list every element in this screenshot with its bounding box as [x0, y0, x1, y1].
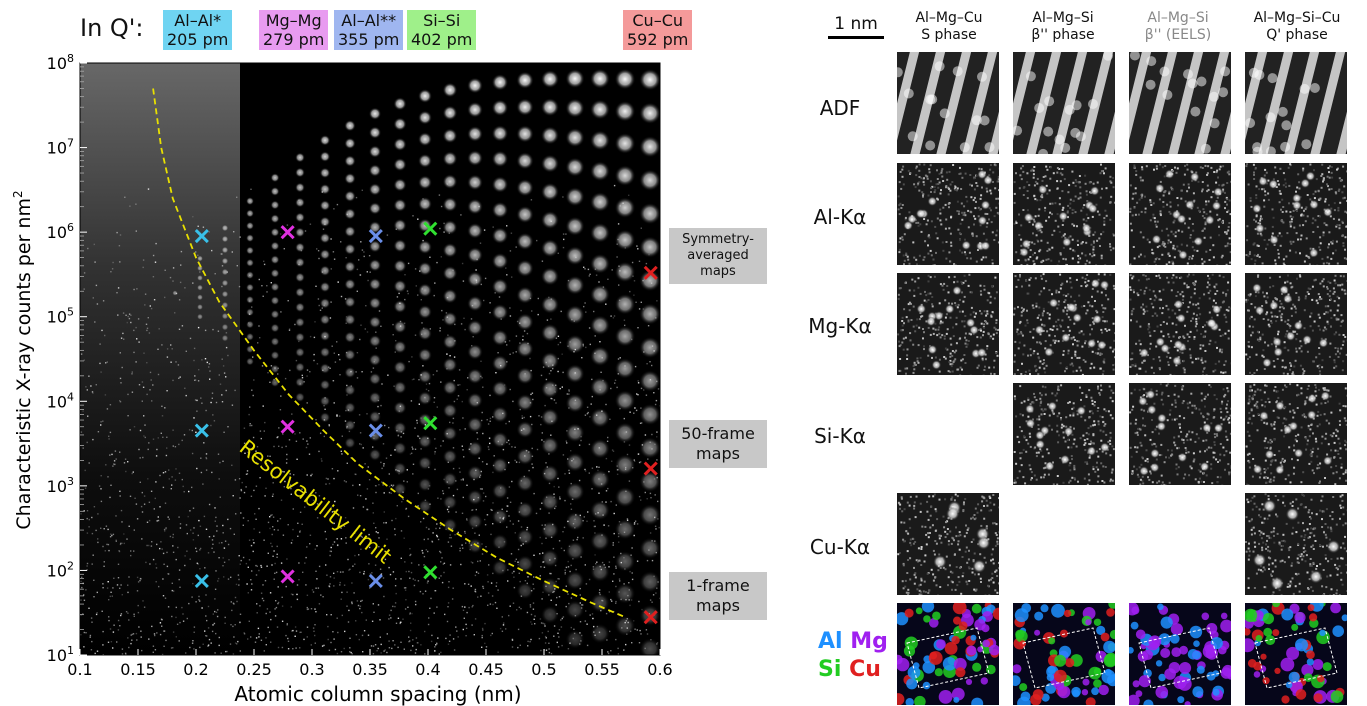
element-map-tile: [1129, 603, 1231, 705]
x-tick-label: 0.4: [415, 660, 440, 679]
scale-bar-label: 1 nm: [834, 14, 878, 34]
legend-si: Si: [818, 657, 842, 682]
element-map-tile: [1013, 52, 1115, 154]
x-tick-label: 0.35: [352, 660, 388, 679]
element-map-tile: [1013, 163, 1115, 265]
element-map-tile: [1245, 383, 1347, 485]
row-label-al-ka: Al-Kα: [813, 205, 867, 229]
element-map-tile: [1245, 603, 1347, 705]
element-map-tile: [897, 603, 999, 705]
x-tick-label: 0.15: [120, 660, 156, 679]
x-tick-label: 0.25: [236, 660, 272, 679]
data-point-marker: [368, 423, 383, 438]
x-tick-label: 0.55: [584, 660, 620, 679]
data-point-marker: [280, 225, 295, 240]
row-label-mg-ka: Mg-Kα: [808, 314, 872, 338]
column-title-q-phase: Al–Mg–Si–Cu Q' phase: [1253, 10, 1341, 43]
element-map-tile: [897, 52, 999, 154]
tag-mg-mg: Mg–Mg 279 pm: [259, 10, 329, 50]
x-tick-label: 0.5: [531, 660, 556, 679]
element-map-tile: [1129, 383, 1231, 485]
element-map-tile: [897, 163, 999, 265]
legend-cu: Cu: [849, 657, 881, 682]
element-map-tile: [1013, 603, 1115, 705]
data-point-marker: [194, 423, 209, 438]
column-title-beta-phase: Al–Mg–Si β'' phase: [1031, 10, 1095, 43]
y-tick-label: 106: [47, 221, 74, 242]
data-point-marker: [643, 461, 658, 476]
data-point-marker: [280, 419, 295, 434]
column-title-beta-eels: Al–Mg–Si β'' (EELS): [1144, 10, 1212, 43]
element-map-tile: [1013, 383, 1115, 485]
tag-si-si: Si–Si 402 pm: [407, 10, 477, 50]
y-tick-label: 103: [47, 475, 74, 496]
y-tick-label: 105: [47, 306, 74, 327]
element-map-tile: [1013, 273, 1115, 375]
tag-cu-cu: Cu–Cu 592 pm: [623, 10, 693, 50]
data-point-marker: [423, 416, 438, 431]
x-tick-label: 0.2: [183, 660, 208, 679]
y-tick-label: 107: [47, 137, 74, 158]
data-point-marker: [643, 610, 658, 625]
element-map-tile: [897, 493, 999, 595]
side-label-50-frame: 50-frame maps: [669, 420, 767, 468]
tag-al-al-double-star: Al–Al** 355 pm: [334, 10, 404, 50]
data-point-marker: [194, 228, 209, 244]
element-map-tile: [1245, 273, 1347, 375]
resolvability-chart: 0.1 0.15 0.2 0.25 0.3 0.35 0.4 0.45 0.5 0.55 0.6 1…: [11, 52, 673, 706]
element-map-tile: [1245, 52, 1347, 154]
side-label-symmetry-averaged: Symmetry-averaged maps: [669, 228, 767, 284]
in-q-label: In Q':: [80, 14, 144, 42]
legend-al: Al: [818, 629, 843, 654]
data-point-marker: [280, 569, 295, 584]
data-point-marker: [423, 221, 438, 236]
element-map-tile: [1245, 493, 1347, 595]
element-map-tile: [1245, 163, 1347, 265]
element-map-tile: [1129, 163, 1231, 265]
x-tick-label: 0.45: [468, 660, 504, 679]
x-tick-label: 0.6: [647, 660, 672, 679]
data-point-marker: [194, 573, 209, 589]
element-map-tile: [1129, 52, 1231, 154]
data-point-marker: [368, 228, 383, 244]
x-tick-label: 0.3: [299, 660, 324, 679]
x-axis-label: Atomic column spacing (nm): [234, 682, 521, 706]
data-point-marker: [368, 573, 383, 589]
column-title-s-phase: Al–Mg–Cu S phase: [915, 10, 983, 43]
y-tick-label: 104: [47, 390, 74, 411]
element-map-tile: [1129, 273, 1231, 375]
y-tick-label: 108: [47, 52, 74, 73]
x-tick-label: 0.1: [67, 660, 92, 679]
data-point-marker: [643, 265, 658, 280]
y-tick-label: 101: [47, 644, 74, 665]
y-axis-label: Characteristic X-ray counts per nm2: [11, 190, 35, 529]
resolvability-curve: [152, 88, 626, 619]
data-point-marker: [423, 565, 438, 580]
tag-al-al-star: Al–Al* 205 pm: [163, 10, 233, 50]
side-label-1-frame: 1-frame maps: [669, 572, 767, 620]
element-map-tile: [897, 273, 999, 375]
scale-bar: 1 nm: [828, 14, 884, 39]
overlay-legend: Al Mg Si Cu: [818, 628, 888, 684]
scale-bar-line: [828, 36, 884, 39]
row-label-adf: ADF: [819, 96, 861, 120]
row-label-si-ka: Si-Kα: [814, 424, 866, 448]
row-label-cu-ka: Cu-Kα: [809, 535, 871, 559]
legend-mg: Mg: [850, 629, 888, 654]
y-tick-label: 102: [47, 559, 74, 580]
